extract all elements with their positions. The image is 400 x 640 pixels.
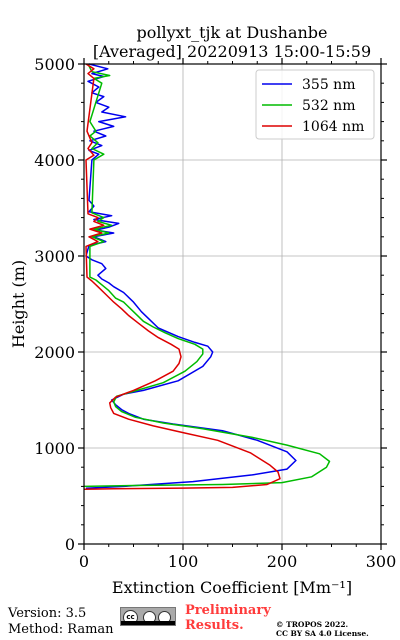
series-line-1064-nm	[83, 63, 281, 491]
plot-frame	[83, 63, 382, 545]
x-axis-label: Extinction Coefficient [Mm⁻¹]	[112, 578, 352, 597]
legend-label-532-nm: 532 nm	[302, 98, 355, 114]
copyright-line-2: CC BY SA 4.0 License.	[276, 629, 369, 638]
cc-by-sa-license-badge: cc	[120, 607, 176, 626]
y-tick-label: 1000	[34, 439, 75, 458]
x-tick-label: 0	[79, 552, 89, 571]
x-tick-label: 300	[366, 552, 397, 571]
series-line-532-nm	[83, 63, 331, 488]
y-tick-label: 2000	[34, 343, 75, 362]
x-tick-label: 200	[267, 552, 298, 571]
series-group	[83, 63, 331, 491]
copyright-notice: © TROPOS 2022. CC BY SA 4.0 License.	[276, 620, 369, 638]
version-text: Version: 3.5	[8, 606, 87, 621]
preliminary-line-2: Results.	[185, 618, 244, 633]
legend: 355 nm 532 nm 1064 nm	[255, 69, 375, 140]
x-tick-label: 100	[168, 552, 199, 571]
series-line-355-nm	[85, 63, 297, 490]
y-tick-label: 5000	[34, 55, 75, 74]
legend-label-355-nm: 355 nm	[302, 77, 355, 93]
license-strip	[121, 621, 175, 625]
chart-subtitle: [Averaged] 20220913 15:00-15:59	[93, 42, 371, 61]
method-text: Method: Raman	[8, 622, 114, 637]
chart-title: pollyxt_tjk at Dushanbe	[136, 23, 327, 42]
y-tick-label: 4000	[34, 151, 75, 170]
y-axis-label: Height (m)	[9, 260, 28, 348]
y-tick-label: 3000	[34, 247, 75, 266]
y-tick-label: 0	[65, 535, 75, 554]
legend-box	[255, 69, 375, 140]
legend-label-1064-nm: 1064 nm	[302, 119, 364, 135]
preliminary-results-label: Preliminary Results.	[185, 603, 271, 633]
grid-lines	[84, 64, 381, 544]
footer-info: Version: 3.5 Method: Raman	[8, 606, 114, 638]
preliminary-line-1: Preliminary	[185, 603, 271, 618]
copyright-line-1: © TROPOS 2022.	[276, 620, 349, 629]
extinction-profile-chart: pollyxt_tjk at Dushanbe [Averaged] 20220…	[9, 23, 396, 597]
